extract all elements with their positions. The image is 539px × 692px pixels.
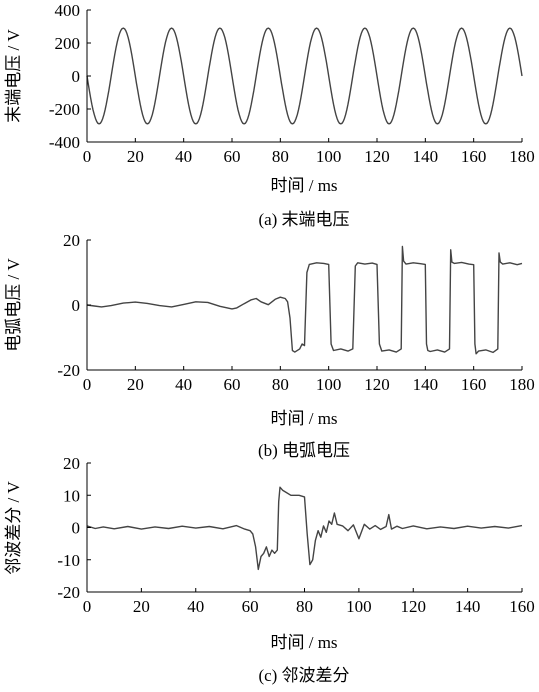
x-tick-label: 180 — [509, 375, 535, 394]
x-tick-label: 140 — [413, 375, 439, 394]
x-tick-label: 140 — [413, 147, 439, 166]
x-tick-labels: 0 20 40 60 80 100 120 140 160 180 — [83, 147, 535, 166]
y-axis-label: 邻波差分 / V — [4, 481, 23, 575]
axes — [86, 9, 523, 143]
axes — [86, 462, 523, 593]
x-tick-label: 120 — [364, 147, 390, 166]
x-tick-label: 100 — [316, 375, 342, 394]
x-tick-label: 160 — [461, 147, 487, 166]
x-tick-label: 40 — [175, 147, 192, 166]
y-tick-labels: 20 10 0 -10 -20 — [57, 454, 80, 602]
caption-a: (a) 末端电压 — [258, 210, 349, 229]
chart-terminal-voltage: 0 20 40 60 80 100 120 140 160 180 400 200 0 -200 -400… — [4, 1, 535, 229]
x-tick-label: 60 — [224, 375, 241, 394]
y-tick-label: 0 — [72, 67, 81, 86]
x-tick-label: 80 — [272, 375, 289, 394]
y-tick-label: -400 — [49, 133, 80, 152]
x-tick-label: 100 — [346, 597, 372, 616]
caption-b: (b) 电弧电压 — [258, 441, 350, 460]
x-tick-label: 120 — [401, 597, 427, 616]
x-tick-label: 120 — [364, 375, 390, 394]
y-tick-label: 200 — [55, 34, 81, 53]
x-tick-label: 100 — [316, 147, 342, 166]
x-tick-labels: 0 20 40 60 80 100 120 140 160 180 — [83, 375, 535, 394]
x-tick-label: 160 — [461, 375, 487, 394]
caption-c: (c) 邻波差分 — [258, 666, 349, 685]
x-tick-label: 180 — [509, 147, 535, 166]
y-tick-label: -10 — [57, 551, 80, 570]
x-tick-label: 20 — [127, 147, 144, 166]
chart-arc-voltage: 0 20 40 60 80 100 120 140 160 180 200-20 时间 / ms … — [4, 231, 535, 460]
x-axis-label: 时间 / ms — [270, 176, 337, 195]
x-tick-labels: 0 20 40 60 80 100 120 140 160 — [83, 597, 535, 616]
series-line — [86, 486, 523, 571]
y-tick-label: -200 — [49, 100, 80, 119]
x-tick-label: 80 — [272, 147, 289, 166]
x-tick-label: 0 — [83, 375, 92, 394]
series-line — [86, 27, 523, 125]
x-tick-label: 60 — [224, 147, 241, 166]
axes — [86, 239, 523, 371]
x-tick-label: 140 — [455, 597, 481, 616]
plot-area — [86, 245, 523, 355]
y-tick-labels: 400 200 0 -200 -400 — [49, 1, 80, 152]
x-tick-label: 0 — [83, 147, 92, 166]
x-tick-label: 160 — [509, 597, 535, 616]
y-axis-label: 电弧电压 / V — [4, 258, 23, 352]
y-axis-label: 末端电压 / V — [4, 29, 23, 123]
y-tick-labels: 20 0 -20 — [57, 231, 80, 380]
series-line — [86, 245, 523, 355]
y-tick-label: -20 — [57, 583, 80, 602]
y-tick-label: 20 — [63, 231, 80, 250]
plot-area — [86, 486, 523, 571]
y-tick-label: 0 — [72, 519, 81, 538]
x-tick-label: 40 — [187, 597, 204, 616]
x-axis-label: 时间 / ms — [270, 633, 337, 652]
y-tick-label: 20 — [63, 454, 80, 473]
x-tick-label: 20 — [133, 597, 150, 616]
x-tick-label: 60 — [242, 597, 259, 616]
x-tick-label: 0 — [83, 597, 92, 616]
x-tick-label: 40 — [175, 375, 192, 394]
x-axis-label: 时间 / ms — [270, 409, 337, 428]
y-tick-label: 10 — [63, 486, 80, 505]
x-tick-label: 80 — [296, 597, 313, 616]
y-tick-label: -20 — [57, 361, 80, 380]
x-tick-label: 20 — [127, 375, 144, 394]
y-tick-label: 0 — [72, 296, 81, 315]
plot-area — [86, 27, 523, 125]
y-tick-label: 400 — [55, 1, 81, 20]
